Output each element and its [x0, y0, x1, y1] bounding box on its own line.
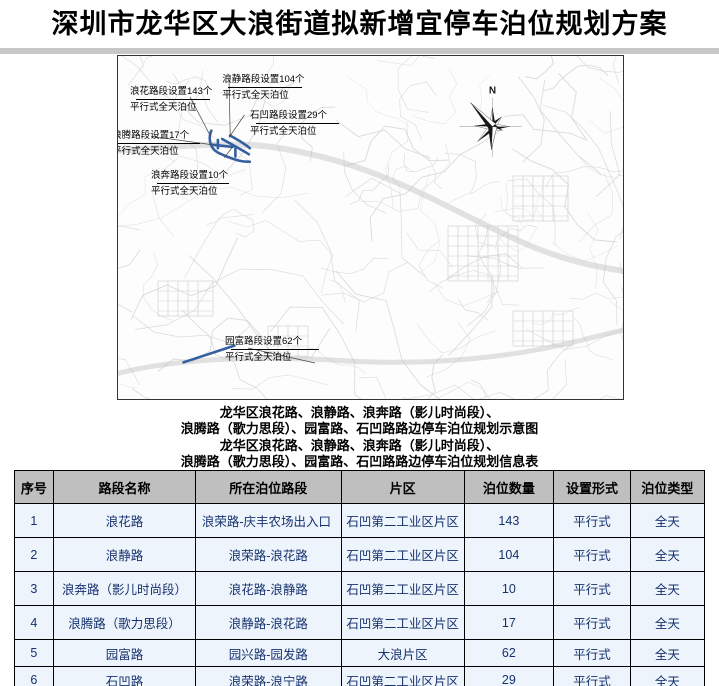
svg-text:N: N — [489, 86, 496, 97]
